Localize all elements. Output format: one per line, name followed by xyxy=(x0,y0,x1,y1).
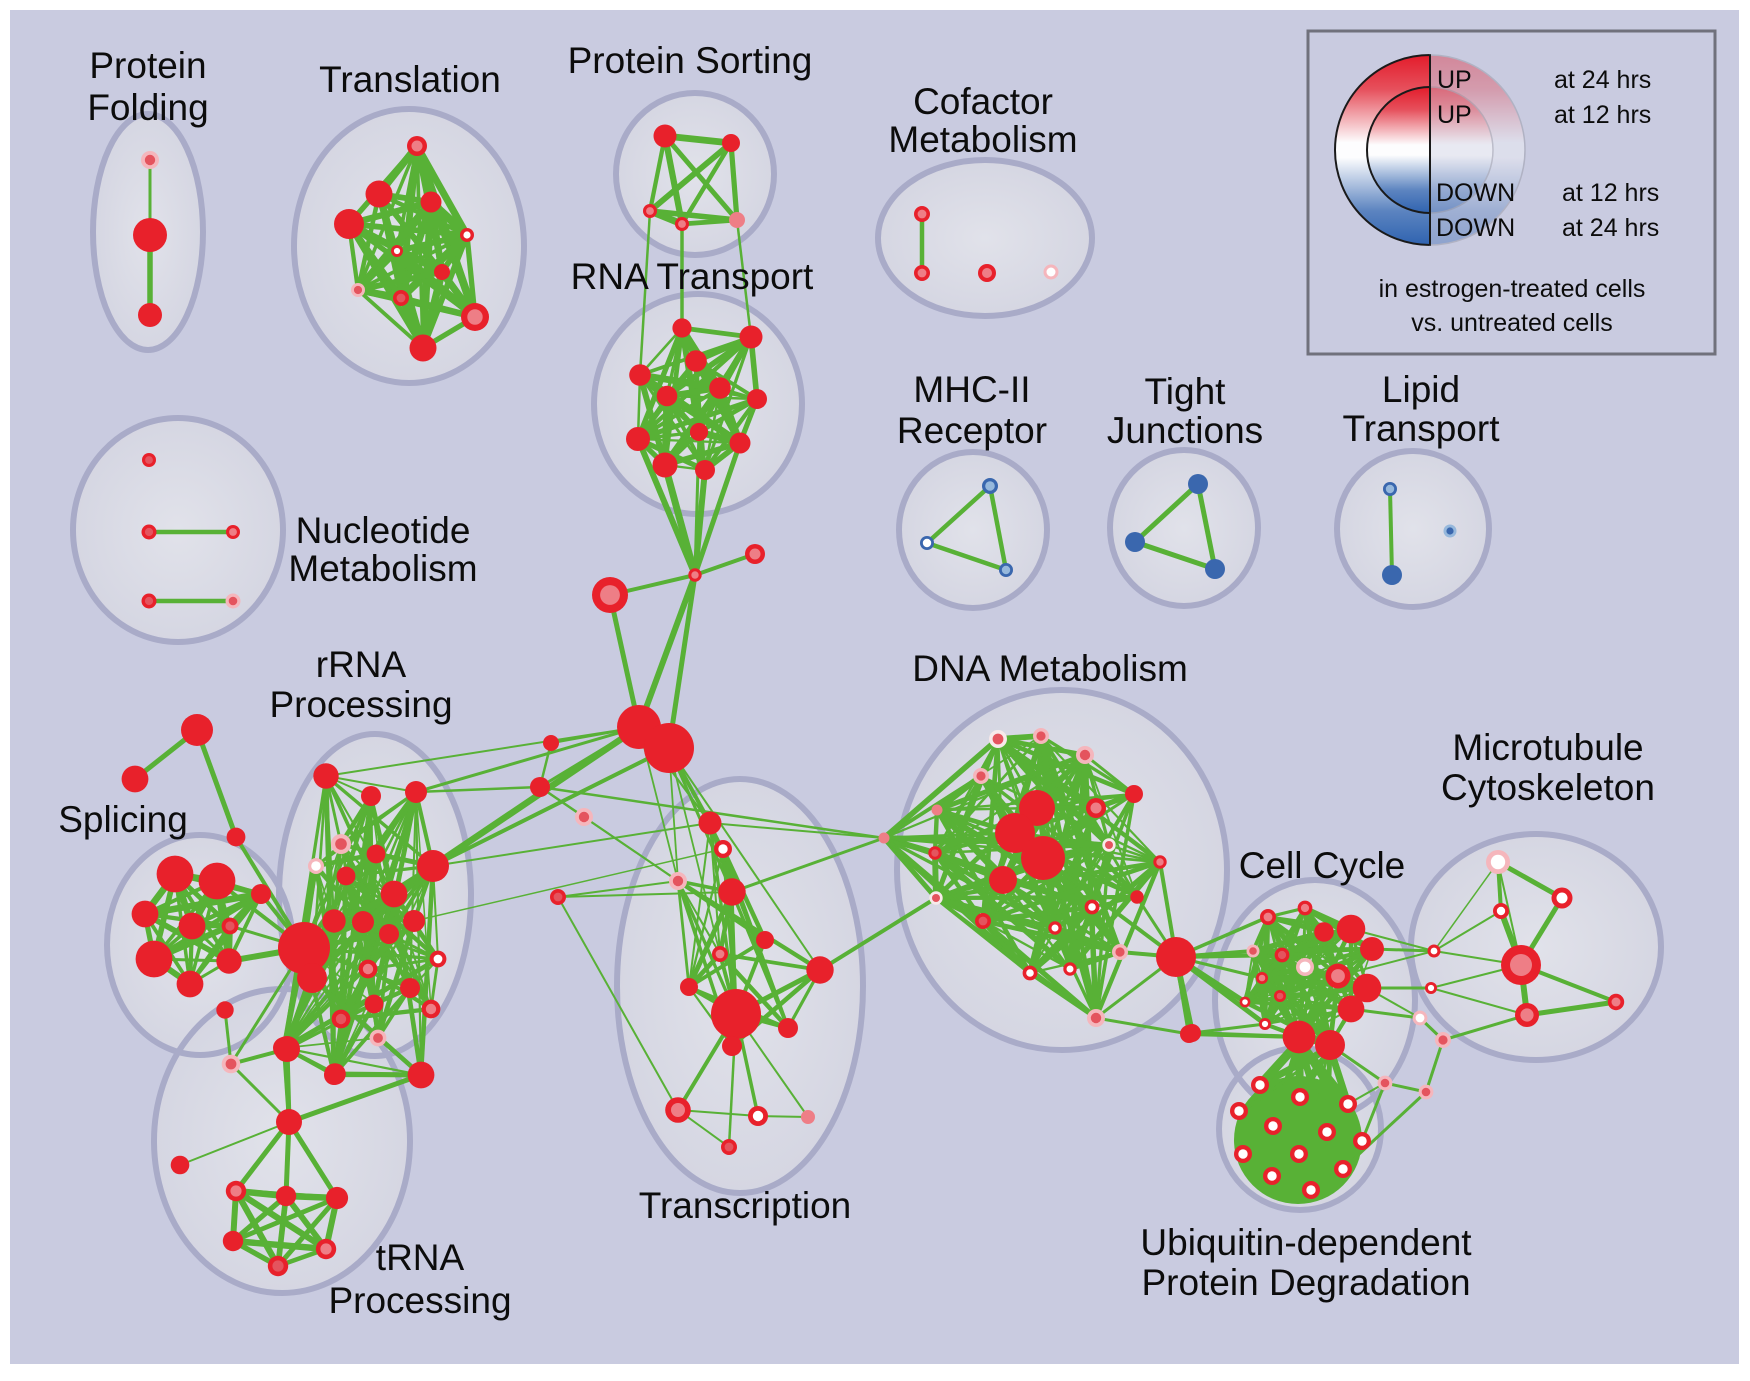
svg-text:Lipid: Lipid xyxy=(1382,369,1460,410)
svg-text:in estrogen-treated cells: in estrogen-treated cells xyxy=(1379,275,1646,303)
svg-text:at 24 hrs: at 24 hrs xyxy=(1554,66,1651,94)
svg-text:Protein: Protein xyxy=(89,45,206,86)
svg-text:at 24 hrs: at 24 hrs xyxy=(1562,214,1659,242)
svg-text:DNA Metabolism: DNA Metabolism xyxy=(912,648,1188,689)
svg-text:UP: UP xyxy=(1437,66,1472,94)
svg-text:Protein Sorting: Protein Sorting xyxy=(568,40,813,81)
svg-text:Splicing: Splicing xyxy=(58,799,188,840)
svg-text:tRNA: tRNA xyxy=(376,1237,465,1278)
svg-text:Tight: Tight xyxy=(1145,371,1227,412)
svg-text:Cofactor: Cofactor xyxy=(913,81,1053,122)
svg-text:Microtubule: Microtubule xyxy=(1452,727,1643,768)
svg-text:Processing: Processing xyxy=(269,684,452,725)
svg-text:RNA Transport: RNA Transport xyxy=(571,256,814,297)
svg-text:Cell Cycle: Cell Cycle xyxy=(1239,845,1406,886)
svg-text:DOWN: DOWN xyxy=(1436,179,1515,207)
svg-text:Cytoskeleton: Cytoskeleton xyxy=(1441,767,1655,808)
svg-text:Ubiquitin-dependent: Ubiquitin-dependent xyxy=(1140,1222,1472,1263)
svg-text:Transport: Transport xyxy=(1343,408,1501,449)
svg-text:Folding: Folding xyxy=(87,87,208,128)
svg-text:Junctions: Junctions xyxy=(1107,410,1263,451)
svg-text:at 12 hrs: at 12 hrs xyxy=(1554,101,1651,129)
svg-text:Nucleotide: Nucleotide xyxy=(296,510,471,551)
svg-text:Protein Degradation: Protein Degradation xyxy=(1141,1262,1470,1303)
svg-text:Metabolism: Metabolism xyxy=(888,119,1077,160)
svg-text:Processing: Processing xyxy=(328,1280,511,1321)
svg-text:DOWN: DOWN xyxy=(1436,214,1515,242)
svg-text:Receptor: Receptor xyxy=(897,410,1047,451)
svg-text:UP: UP xyxy=(1437,101,1472,129)
svg-text:at 12 hrs: at 12 hrs xyxy=(1562,179,1659,207)
svg-text:MHC-II: MHC-II xyxy=(913,369,1030,410)
svg-text:rRNA: rRNA xyxy=(316,644,407,685)
svg-text:Translation: Translation xyxy=(319,59,501,100)
svg-text:Metabolism: Metabolism xyxy=(288,548,477,589)
svg-text:vs. untreated cells: vs. untreated cells xyxy=(1411,309,1613,337)
svg-text:Transcription: Transcription xyxy=(639,1185,851,1226)
